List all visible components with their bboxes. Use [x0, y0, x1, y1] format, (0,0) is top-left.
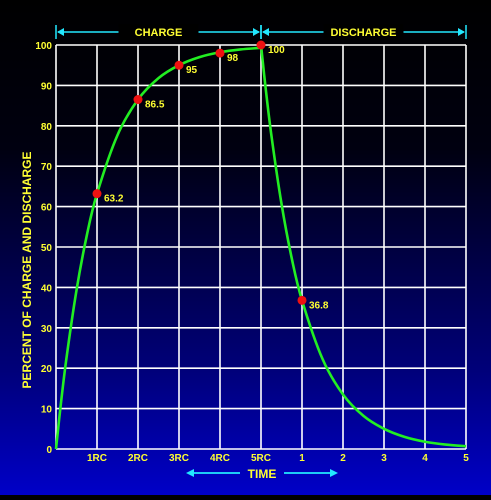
- phase-arrow-head: [253, 28, 260, 36]
- x-tick-label: 5RC: [251, 453, 271, 464]
- y-tick-label: 100: [35, 41, 52, 52]
- phase-arrow-head: [57, 28, 64, 36]
- phase-arrow-head: [262, 28, 269, 36]
- data-point-label: 98: [227, 53, 239, 64]
- y-tick-label: 90: [41, 81, 53, 92]
- x-tick-label: 1: [299, 453, 305, 464]
- y-tick-label: 10: [41, 405, 53, 416]
- x-tick-label: 4RC: [210, 453, 230, 464]
- phase-label-bg: [118, 24, 199, 40]
- data-point-label: 63.2: [104, 194, 124, 205]
- axis-labels: PERCENT OF CHARGE AND DISCHARGE TIME: [20, 152, 276, 481]
- phase-arrow-head: [458, 28, 465, 36]
- x-tick-label: 4: [422, 453, 428, 464]
- x-tick-label: 3: [381, 453, 387, 464]
- x-tick-label: 2: [340, 453, 346, 464]
- data-point-marker: [256, 40, 266, 50]
- data-point-marker: [174, 60, 184, 70]
- y-tick-label: 40: [41, 283, 53, 294]
- x-tick-label: 2RC: [128, 453, 148, 464]
- data-point-marker: [133, 95, 143, 105]
- data-markers: 63.2 86.5 95 98 100 36.8: [92, 40, 329, 311]
- y-tick-label: 0: [46, 445, 52, 456]
- data-point-label: 100: [268, 45, 285, 56]
- x-axis-label: TIME: [248, 467, 277, 481]
- data-point-label: 95: [186, 65, 198, 76]
- data-point-marker: [215, 48, 225, 58]
- phase-arrows: CHARGE DISCHARGE: [55, 24, 467, 477]
- data-point-label: 86.5: [145, 100, 165, 111]
- discharge-curve: [259, 44, 467, 448]
- phase-label-bg: [323, 24, 404, 40]
- y-axis-label: PERCENT OF CHARGE AND DISCHARGE: [20, 152, 34, 389]
- data-point-marker: [92, 189, 102, 199]
- data-point-marker: [297, 295, 307, 305]
- y-tick-label: 30: [41, 324, 53, 335]
- y-tick-label: 50: [41, 243, 53, 254]
- x-tick-label: 5: [463, 453, 469, 464]
- y-tick-label: 20: [41, 364, 53, 375]
- x-tick-label: 1RC: [87, 453, 107, 464]
- x-tick-label: 3RC: [169, 453, 189, 464]
- y-tick-label: 80: [41, 122, 53, 133]
- y-tick-label: 60: [41, 203, 53, 214]
- grid: 0 10 20 30 40 50 60 70 80 90 100 1RC 2RC 3RC 4RC 5RC 1 2 3…: [35, 41, 469, 464]
- time-arrow-right-head: [330, 469, 338, 477]
- phase-label: DISCHARGE: [330, 27, 396, 39]
- data-point-label: 36.8: [309, 300, 329, 311]
- phase-label: CHARGE: [135, 27, 183, 39]
- time-arrow-left-head: [186, 469, 194, 477]
- y-tick-label: 70: [41, 162, 53, 173]
